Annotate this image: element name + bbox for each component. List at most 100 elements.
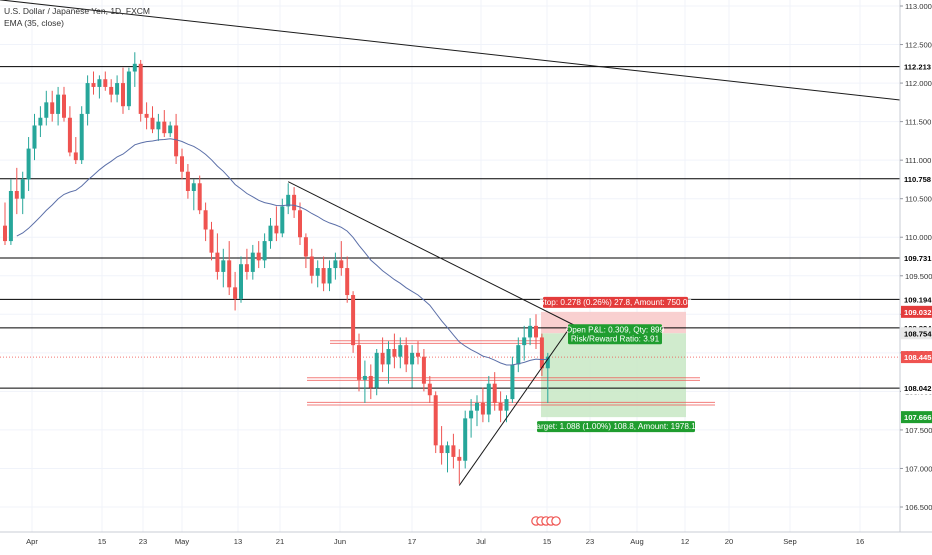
target-price-tag: 107.666	[901, 411, 932, 424]
candle	[463, 410, 468, 469]
candle	[380, 337, 385, 373]
candle-body	[510, 364, 515, 400]
candle-body	[286, 194, 291, 207]
candle	[475, 395, 479, 427]
candle-body	[386, 348, 391, 365]
candle	[250, 244, 255, 280]
candle	[3, 202, 7, 245]
candle-body	[221, 260, 226, 272]
candle-body	[233, 287, 238, 299]
stop-price-tag-bg	[901, 305, 932, 318]
candle	[56, 86, 61, 126]
candle-body	[274, 225, 279, 234]
price-tick-label: 107.000	[905, 464, 932, 473]
candle-body	[374, 352, 379, 388]
candle-body	[392, 348, 397, 357]
candle	[38, 106, 43, 138]
candle	[132, 52, 137, 87]
candle	[156, 113, 161, 141]
candle	[126, 67, 131, 111]
candle	[168, 121, 173, 138]
target-zone	[541, 333, 686, 418]
candle	[239, 256, 243, 303]
price-tick-label: 112.500	[905, 41, 932, 50]
candle	[427, 375, 432, 403]
time-tick-label: Jun	[334, 537, 346, 546]
candle-body	[50, 102, 55, 114]
open-pnl-bg	[568, 324, 662, 345]
candle-body	[404, 345, 409, 365]
time-tick-label: Sep	[783, 537, 797, 546]
candle	[351, 291, 356, 353]
candle-body	[150, 117, 155, 130]
target-price-tag-bg	[901, 411, 932, 424]
candle-body	[357, 345, 361, 380]
candle	[32, 113, 37, 161]
candle	[233, 271, 238, 311]
candle-body	[197, 183, 202, 211]
level-price-tag-text: 109.731	[904, 254, 932, 263]
candle-body	[215, 252, 220, 272]
trendlines-layer[interactable]	[0, 0, 901, 486]
candle-body	[126, 71, 131, 107]
candle-body	[528, 325, 533, 338]
candle-body	[345, 268, 350, 296]
time-tick-label: May	[175, 537, 190, 546]
candle-body	[32, 125, 37, 149]
candle-body	[339, 260, 344, 269]
level-price-tag-text: 109.194	[904, 295, 932, 304]
candle-body	[132, 63, 137, 72]
level-price-tag-bg	[901, 60, 932, 73]
candle-body	[239, 264, 243, 299]
time-tick-label: 15	[543, 537, 551, 546]
candle	[309, 248, 314, 284]
candle	[321, 256, 326, 292]
price-tick-label: 110.500	[905, 195, 932, 204]
candle	[298, 202, 302, 245]
candle	[486, 375, 491, 423]
candle	[528, 318, 533, 346]
chart-legend: U.S. Dollar / Japanese Yen, 1D, FXCM EMA…	[4, 5, 150, 29]
candle	[368, 364, 373, 400]
candle-body	[91, 83, 96, 87]
ema-layer	[16, 138, 548, 366]
candle	[339, 241, 344, 276]
candle-body	[97, 79, 102, 87]
time-tick-label: Apr	[26, 537, 38, 546]
stop-label-text: Stop: 0.278 (0.26%) 27.8, Amount: 750.08	[539, 298, 692, 307]
candle-body	[469, 410, 474, 419]
candle-body	[268, 225, 273, 242]
time-tick-label: Jul	[476, 537, 486, 546]
stop-label: Stop: 0.278 (0.26%) 27.8, Amount: 750.08	[539, 296, 692, 308]
candle-body	[398, 345, 403, 357]
time-tick-label: 23	[139, 537, 147, 546]
candle	[8, 179, 13, 245]
candle-body	[545, 356, 550, 369]
candle-body	[439, 445, 444, 454]
time-tick-label: 15	[98, 537, 106, 546]
candle-body	[539, 337, 544, 369]
candle-body	[20, 179, 25, 199]
level-lines	[0, 66, 900, 406]
candle-body	[85, 83, 90, 114]
price-tick-label: 113.000	[905, 2, 932, 11]
candle	[91, 71, 96, 95]
candle-body	[250, 252, 255, 272]
candle-body	[522, 337, 527, 346]
candles-layer[interactable]	[3, 52, 550, 484]
candle-body	[73, 152, 78, 161]
candle-body	[303, 237, 308, 257]
symbol-title: U.S. Dollar / Japanese Yen, 1D, FXCM	[4, 6, 150, 16]
ema-legend: EMA (35, close)	[4, 18, 64, 28]
candle	[410, 345, 415, 388]
candle	[197, 175, 202, 215]
events-marker-icon	[531, 516, 561, 526]
time-tick-label: 23	[586, 537, 594, 546]
candle-body	[280, 206, 285, 234]
candle-body	[138, 63, 143, 114]
candle-body	[416, 352, 420, 357]
target-label-text: Target: 1.088 (1.00%) 108.8, Amount: 197…	[532, 422, 700, 431]
